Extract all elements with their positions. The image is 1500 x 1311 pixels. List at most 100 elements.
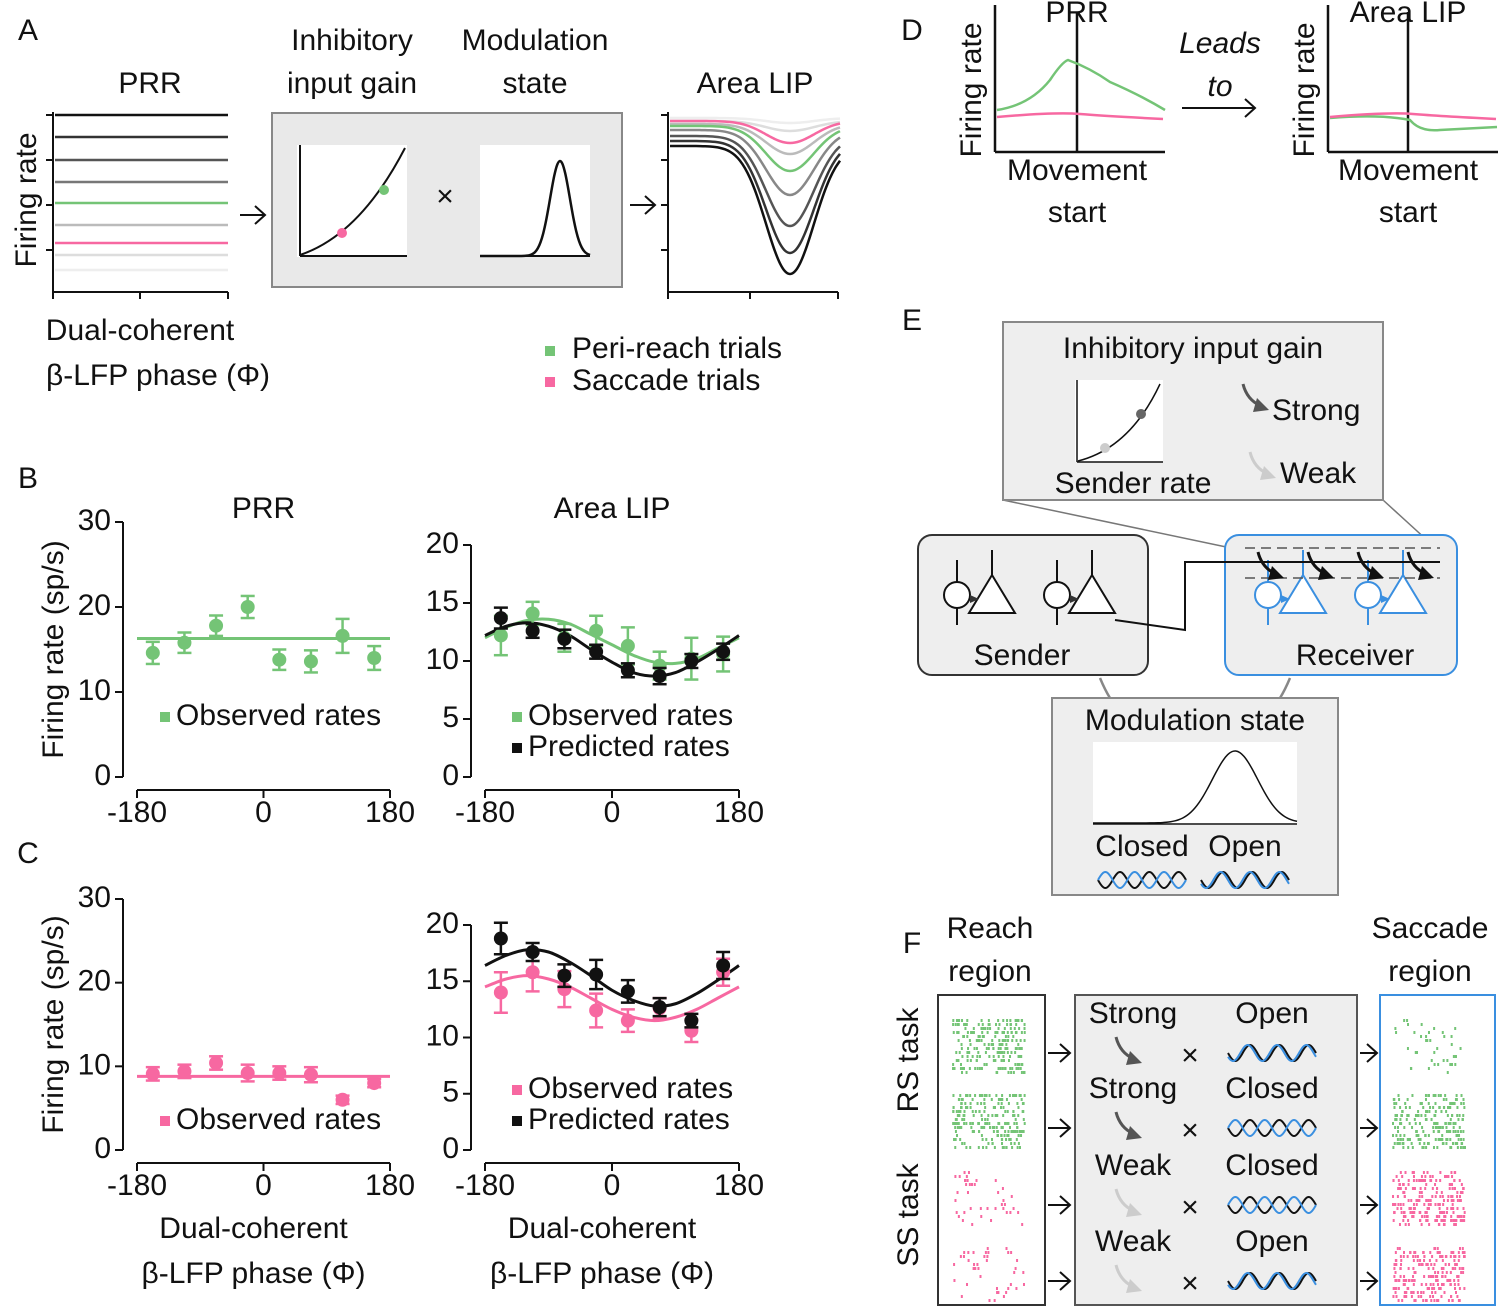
marker bbox=[1136, 409, 1146, 419]
spike bbox=[1451, 1203, 1454, 1206]
spike bbox=[1399, 1267, 1402, 1270]
spike bbox=[952, 1067, 955, 1070]
spike bbox=[1023, 1039, 1026, 1042]
spike bbox=[987, 1043, 990, 1046]
spike bbox=[1002, 1146, 1005, 1149]
spike bbox=[960, 1043, 963, 1046]
spike bbox=[1407, 1267, 1410, 1270]
spike bbox=[1416, 1199, 1419, 1202]
spike bbox=[1455, 1219, 1458, 1222]
label: Strong bbox=[1089, 997, 1177, 1030]
spike bbox=[985, 1094, 988, 1097]
spike bbox=[954, 1126, 957, 1129]
spike bbox=[1437, 1251, 1440, 1254]
lip-curve bbox=[669, 128, 841, 197]
fit-line bbox=[484, 974, 740, 1023]
spike bbox=[1462, 1215, 1465, 1218]
spike bbox=[1456, 1199, 1459, 1202]
point bbox=[272, 1066, 287, 1081]
spike bbox=[999, 1047, 1002, 1050]
point bbox=[589, 644, 604, 659]
spike bbox=[974, 1094, 977, 1097]
spike bbox=[1393, 1106, 1396, 1109]
spike bbox=[953, 1263, 956, 1266]
spike bbox=[1392, 1122, 1395, 1125]
spike bbox=[1451, 1175, 1454, 1178]
spike bbox=[1008, 1138, 1011, 1141]
spike bbox=[1447, 1175, 1450, 1178]
spike bbox=[954, 1146, 957, 1149]
spike bbox=[1444, 1215, 1447, 1218]
fit-line bbox=[484, 621, 740, 678]
spike bbox=[1014, 1267, 1017, 1270]
spike bbox=[1017, 1134, 1020, 1137]
spike bbox=[1452, 1102, 1455, 1105]
label: Receiver bbox=[1296, 639, 1414, 672]
spike bbox=[993, 1146, 996, 1149]
label: start bbox=[1379, 196, 1438, 229]
spike bbox=[1460, 1215, 1463, 1218]
spike bbox=[1425, 1219, 1428, 1222]
spike bbox=[1000, 1203, 1003, 1206]
spike bbox=[1445, 1175, 1448, 1178]
spike bbox=[1424, 1114, 1427, 1117]
spike bbox=[974, 1067, 977, 1070]
spike bbox=[1406, 1114, 1409, 1117]
spike bbox=[1013, 1094, 1016, 1097]
spike bbox=[1414, 1299, 1417, 1302]
spike bbox=[1018, 1094, 1021, 1097]
spike bbox=[1023, 1094, 1026, 1097]
inset bbox=[480, 145, 590, 257]
legend-label: Predicted rates bbox=[528, 730, 730, 763]
spike bbox=[1007, 1059, 1010, 1062]
spike bbox=[1432, 1126, 1435, 1129]
spike bbox=[1416, 1259, 1419, 1262]
spike bbox=[1449, 1283, 1452, 1286]
point bbox=[525, 606, 540, 621]
spike bbox=[1433, 1247, 1436, 1250]
spike bbox=[1429, 1199, 1432, 1202]
spike bbox=[1443, 1219, 1446, 1222]
spike bbox=[1015, 1039, 1018, 1042]
spike bbox=[1446, 1207, 1449, 1210]
spike bbox=[1022, 1271, 1025, 1274]
spike bbox=[982, 1146, 985, 1149]
spike bbox=[1004, 1130, 1007, 1133]
x-tick-label: -180 bbox=[107, 1169, 167, 1202]
x-tick-label: 0 bbox=[255, 1169, 272, 1202]
y-tick-label: 15 bbox=[426, 963, 459, 996]
spike bbox=[1417, 1295, 1420, 1298]
oscillation bbox=[1227, 1044, 1317, 1062]
spike bbox=[1443, 1291, 1446, 1294]
spike bbox=[1412, 1179, 1415, 1182]
spike bbox=[1014, 1031, 1017, 1034]
spike bbox=[1419, 1259, 1422, 1262]
spike bbox=[978, 1055, 981, 1058]
spike bbox=[1462, 1187, 1465, 1190]
spike bbox=[1434, 1291, 1437, 1294]
point bbox=[589, 623, 604, 638]
spike bbox=[1407, 1146, 1410, 1149]
spike bbox=[1012, 1114, 1015, 1117]
spike bbox=[1411, 1126, 1414, 1129]
spike bbox=[1450, 1215, 1453, 1218]
spike bbox=[1412, 1255, 1415, 1258]
spike bbox=[1399, 1134, 1402, 1137]
x-axis-label: β-LFP phase (Φ) bbox=[490, 1257, 714, 1290]
spike bbox=[1430, 1059, 1433, 1062]
spike bbox=[1450, 1219, 1453, 1222]
y-tick-label: 0 bbox=[94, 759, 111, 792]
spike bbox=[980, 1094, 983, 1097]
point bbox=[177, 635, 192, 650]
spike bbox=[1420, 1023, 1423, 1026]
spike bbox=[1437, 1094, 1440, 1097]
spike bbox=[1410, 1067, 1413, 1070]
label: Open bbox=[1235, 997, 1308, 1030]
spike bbox=[956, 1122, 959, 1125]
spike bbox=[1428, 1110, 1431, 1113]
spike bbox=[1420, 1295, 1423, 1298]
spike bbox=[1403, 1019, 1406, 1022]
spike bbox=[981, 1035, 984, 1038]
spike bbox=[1449, 1279, 1452, 1282]
spike bbox=[1009, 1019, 1012, 1022]
